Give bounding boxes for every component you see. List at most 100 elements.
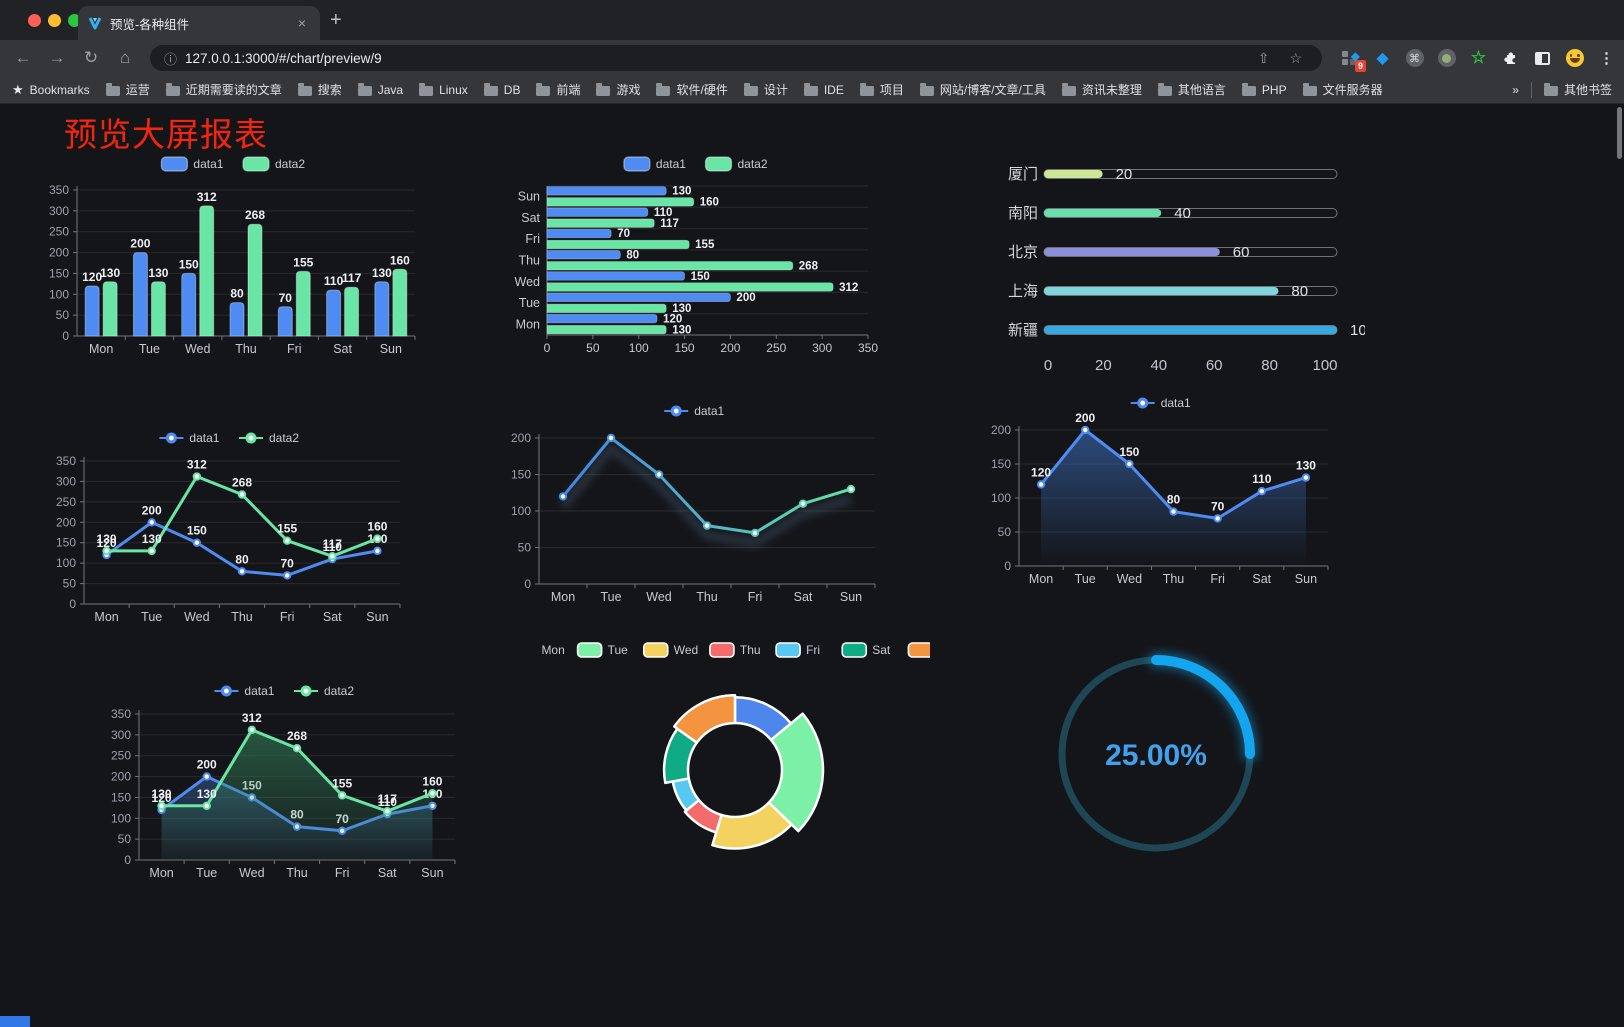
bookmark-folder-item[interactable]: 资讯未整理 (1061, 81, 1142, 98)
bookmark-star-icon[interactable]: ☆ (1289, 49, 1302, 66)
minimize-window-button[interactable] (48, 14, 61, 27)
tampermonkey-extension-icon[interactable]: ◆ 9 (1341, 49, 1366, 72)
gradient-line-canvas: data1 0 50 100 150 200 Mon Tue Wed Thu Fri Sat Sun (511, 404, 876, 604)
chart-two-lines-area[interactable]: data1 data2 0 50 100 150 200 250 300 350 Mon Tue Wed… (105, 678, 467, 891)
folder-icon (357, 83, 372, 96)
reload-icon[interactable]: ↻ (83, 48, 99, 67)
bookmarks-manager-item[interactable]: ★ Bookmarks (12, 82, 90, 98)
tab-close-icon[interactable]: × (297, 15, 306, 31)
bookmark-folder-item[interactable]: 文件服务器 (1302, 81, 1383, 98)
bookmark-folder-item[interactable]: 游戏 (596, 81, 640, 98)
chart-area-line[interactable]: data1 0 50 100 150 200 Mon Tue Wed Thu Fri Sat Sun 12… (985, 390, 1340, 597)
green-star-extension-icon[interactable]: ☆ (1470, 48, 1487, 67)
bookmark-folder-label: 设计 (763, 83, 788, 97)
svg-text:Mon: Mon (89, 342, 113, 356)
svg-text:Thu: Thu (696, 590, 718, 604)
svg-text:300: 300 (111, 728, 131, 742)
svg-text:268: 268 (245, 208, 265, 222)
folder-icon (1543, 83, 1558, 96)
menu-dots-icon[interactable]: ⋮ (1599, 50, 1614, 67)
bookmark-folder-item[interactable]: 设计 (743, 81, 788, 98)
chart-gradient-line[interactable]: data1 0 50 100 150 200 Mon Tue Wed Thu Fri Sat Sun (505, 398, 887, 615)
svg-text:200: 200 (720, 341, 740, 355)
legend: data1 data2 (159, 431, 299, 445)
bookmarks-overflow-chevron[interactable]: » (1512, 82, 1519, 97)
svg-text:70: 70 (279, 291, 293, 305)
svg-text:Mon: Mon (541, 643, 564, 657)
svg-text:0: 0 (524, 577, 531, 591)
svg-text:50: 50 (56, 308, 70, 322)
bookmark-folder-item[interactable]: IDE (803, 81, 844, 98)
svg-text:350: 350 (111, 707, 131, 721)
bookmark-folder-item[interactable]: 软件/硬件 (656, 81, 728, 98)
svg-text:Wed: Wed (674, 643, 698, 657)
back-icon[interactable]: ← (14, 48, 32, 67)
command-extension-icon[interactable]: ⌘ (1405, 49, 1424, 68)
bookmark-folder-item[interactable]: DB (483, 81, 520, 98)
side-panel-icon[interactable] (1533, 49, 1552, 68)
chart-gauge[interactable]: 25.00% (1048, 646, 1264, 867)
legend: data1 data2 (623, 156, 768, 172)
svg-text:130: 130 (672, 324, 691, 336)
svg-text:150: 150 (675, 341, 695, 355)
share-icon[interactable]: ⇧ (1257, 49, 1270, 66)
bookmark-folder-item[interactable]: PHP (1241, 81, 1287, 98)
svg-text:Mon: Mon (149, 866, 173, 880)
puzzle-extensions-icon[interactable] (1501, 49, 1520, 68)
close-window-button[interactable] (28, 14, 41, 27)
bookmark-folder-label: Java (377, 82, 404, 97)
bookmark-folder-label: Linux (439, 82, 468, 97)
tab-strip: 预览-各种组件 × + (0, 0, 1624, 40)
bookmark-folder-item[interactable]: 其他语言 (1157, 81, 1226, 98)
chart-horizontal-bar[interactable]: data1 data2 0 50 100 150 200 250 300 350 Sun 130 160… (505, 150, 890, 370)
zoom-window-button[interactable] (68, 14, 81, 27)
scrollbar-thumb[interactable] (1617, 107, 1622, 159)
page-title: 预览大屏报表 (64, 116, 268, 153)
svg-text:130: 130 (672, 303, 691, 315)
recorder-extension-icon[interactable] (1437, 49, 1456, 68)
svg-text:160: 160 (422, 774, 442, 788)
bookmark-folder-item[interactable]: 近期需要读的文章 (165, 81, 282, 98)
svg-text:150: 150 (1119, 445, 1139, 459)
forward-icon[interactable]: → (48, 48, 66, 67)
svg-text:40: 40 (1150, 357, 1167, 374)
bookmark-folder-item[interactable]: Java (357, 81, 404, 98)
svg-text:160: 160 (390, 253, 410, 267)
svg-text:0: 0 (544, 341, 551, 355)
folder-icon (743, 83, 758, 96)
svg-text:160: 160 (700, 197, 719, 209)
svg-text:150: 150 (991, 457, 1011, 471)
tab-title: 预览-各种组件 (110, 17, 190, 32)
other-bookmarks-item[interactable]: 其他书签 (1543, 81, 1612, 98)
chart-progress-bars[interactable]: 厦门 20 南阳 40 北京 60 上海 80 新疆 100 0 20 40 60 80 100 (990, 152, 1375, 389)
browser-tab[interactable]: 预览-各种组件 × (78, 6, 320, 40)
svg-text:200: 200 (56, 515, 76, 529)
svg-text:100: 100 (111, 811, 131, 825)
bookmark-folder-item[interactable]: 项目 (859, 81, 904, 98)
svg-text:Fri: Fri (806, 643, 820, 657)
extensions-area: ◆ 9 ◆ ⌘ ☆ ⋮ (1341, 40, 1616, 76)
url-text[interactable]: 127.0.0.1:3000/#/chart/preview/9 (185, 50, 382, 66)
bookmark-folder-item[interactable]: 运营 (105, 81, 150, 98)
chart-two-lines[interactable]: data1 data2 0 50 100 150 200 250 300 350 Mon Tue Wed… (50, 425, 412, 635)
bookmark-folder-label: IDE (823, 82, 844, 97)
site-info-icon[interactable]: ⓘ (164, 51, 178, 67)
bookmark-folder-item[interactable]: 网站/博客/文章/工具 (919, 81, 1046, 98)
folder-icon (1302, 83, 1317, 96)
gem-extension-icon[interactable]: ◆ (1376, 50, 1389, 67)
home-icon[interactable]: ⌂ (119, 48, 131, 67)
emoji-profile-icon[interactable] (1565, 49, 1584, 68)
folder-icon (105, 83, 120, 96)
bookmark-folder-item[interactable]: Linux (419, 81, 468, 98)
svg-text:60: 60 (1206, 357, 1223, 374)
address-bar[interactable]: ⓘ 127.0.0.1:3000/#/chart/preview/9 ⇧ ☆ (150, 45, 1322, 71)
bookmark-folder-item[interactable]: 前端 (536, 81, 580, 98)
svg-text:350: 350 (49, 183, 69, 197)
svg-text:155: 155 (695, 239, 715, 251)
new-tab-button[interactable]: + (330, 9, 342, 31)
svg-text:100: 100 (56, 556, 76, 570)
bookmark-folder-item[interactable]: 搜索 (297, 81, 342, 98)
chart-grouped-bar[interactable]: data1 data2 0 50 100 150 200 250 300 350 Mon Tue Wed… (45, 150, 425, 367)
